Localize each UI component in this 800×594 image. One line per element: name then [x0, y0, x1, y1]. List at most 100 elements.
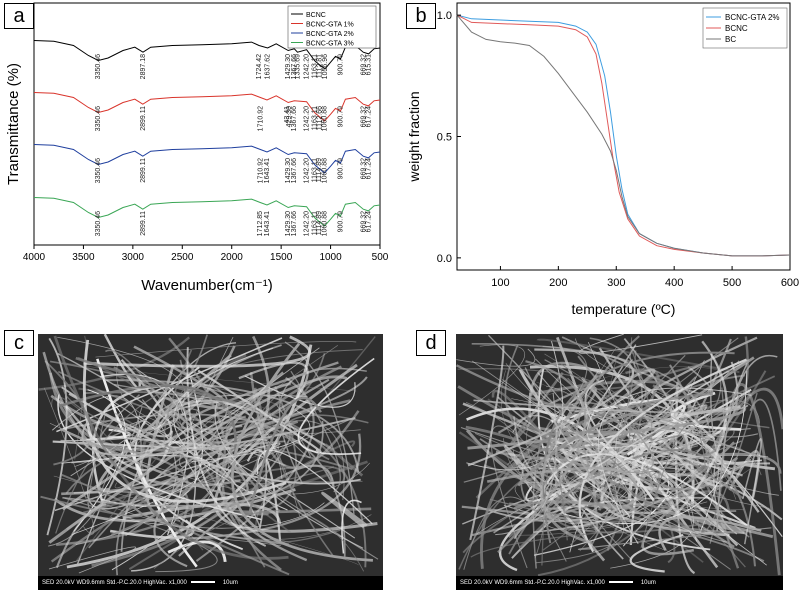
peak-label: 615.31: [366, 54, 373, 76]
sem-fiber: [542, 351, 735, 544]
sem-fiber: [471, 505, 581, 537]
peak-label: 669.32: [360, 211, 367, 233]
y-axis-label: Transmittance (%): [5, 63, 22, 185]
sem-fiber: [257, 449, 373, 525]
sem-fiber: [244, 375, 356, 408]
peak-label: 1163.11: [311, 211, 318, 235]
sem-fiber: [569, 444, 762, 546]
peak-label: 617.24: [365, 106, 372, 128]
sem-fiber: [202, 439, 283, 509]
sem-fiber: [486, 466, 638, 488]
x-tick-label: 2000: [221, 252, 244, 263]
peak-label: 900.79: [337, 106, 344, 128]
peak-label: 669.32: [360, 54, 367, 76]
peak-label: 1114.89: [316, 158, 323, 182]
peak-label: 43.41: [284, 106, 291, 124]
sem-fiber-texture: [456, 334, 783, 576]
peak-label: 900.79: [337, 158, 344, 180]
peak-label: 1724.42: [256, 54, 263, 79]
sem-fiber: [65, 405, 174, 472]
sem-parameters: SED 20.0kV WD9.6mm Std.-P.C.20.0 HighVac…: [460, 580, 605, 586]
sem-fiber: [76, 342, 237, 565]
sem-fiber: [471, 343, 712, 437]
peak-label: 3350.46: [95, 106, 102, 131]
sem-fiber: [586, 363, 704, 444]
peak-label: 1710.92: [257, 158, 264, 183]
sem-fiber: [231, 342, 373, 562]
x-tick-label: 4000: [23, 252, 46, 263]
legend-entry: BC: [725, 35, 736, 44]
sem-fiber: [463, 496, 567, 570]
x-axis-label: Wavenumber(cm⁻¹): [141, 277, 273, 294]
peak-label: 1114.89: [316, 211, 323, 235]
sem-fiber: [163, 401, 268, 532]
series-line-bc: [456, 14, 791, 257]
sem-fiber: [57, 352, 326, 424]
peak-label: 2899.11: [140, 106, 147, 131]
series-line-bcnc-gta-2-: [456, 14, 791, 257]
sem-fiber: [297, 357, 375, 455]
sem-fiber: [95, 341, 357, 358]
sem-fiber: [697, 392, 758, 533]
x-tick-label: 1500: [270, 252, 293, 263]
peak-label: 3350.46: [95, 211, 102, 236]
peak-label: 1367.66: [291, 158, 298, 183]
sem-fiber: [469, 345, 505, 541]
sem-fiber: [187, 433, 362, 540]
plot-frame: [33, 2, 381, 246]
scale-bar-icon: [190, 581, 215, 584]
sem-fiber: [537, 370, 767, 576]
peak-label: 1637.62: [265, 54, 272, 79]
sem-fiber: [114, 383, 250, 405]
sem-fiber: [626, 406, 759, 438]
scale-bar-icon: [608, 581, 633, 584]
peak-label: 3350.46: [95, 158, 102, 183]
peak-label: 1060.88: [322, 106, 329, 131]
sem-fiber: [40, 473, 143, 518]
peak-label: 1367.66: [291, 211, 298, 236]
sem-fiber: [471, 360, 591, 444]
sem-fiber: [191, 409, 311, 463]
peak-label: 1429.30: [285, 54, 292, 79]
series-line-bcnc-gta-2-: [33, 144, 381, 174]
sem-fiber: [82, 339, 287, 503]
sem-fiber: [473, 399, 749, 414]
sem-fiber: [497, 360, 587, 554]
sem-fiber: [221, 365, 342, 571]
peak-label: 900.79: [337, 211, 344, 233]
sem-fiber: [577, 527, 772, 550]
sem-fiber: [579, 421, 625, 514]
series-line-bcnc: [33, 40, 381, 70]
series-line-bcnc: [456, 14, 791, 257]
sem-fiber: [470, 530, 622, 558]
peak-label: 1112.66: [316, 106, 323, 130]
sem-fiber: [81, 416, 356, 457]
sem-fiber: [456, 348, 536, 367]
sem-fiber: [62, 388, 202, 463]
panel-label-b: b: [406, 3, 436, 29]
x-axis-label: temperature (ºC): [572, 301, 676, 317]
peak-label: 429.30: [286, 106, 293, 128]
ftir-chart: 3350.46 2897.18 1724.42 1637.62 1429.30 1367.…: [5, 2, 389, 294]
peak-label: 2897.18: [140, 54, 147, 79]
sem-fiber: [248, 397, 322, 514]
peak-label: 1429.30: [285, 211, 292, 236]
sem-fiber: [660, 509, 774, 539]
sem-image-c: SED 20.0kV WD9.6mm Std.-P.C.20.0 HighVac…: [38, 334, 383, 590]
x-tick-label: 300: [607, 277, 625, 289]
sem-fiber: [208, 420, 345, 501]
sem-scale-label: 10um: [222, 580, 238, 586]
sem-fiber: [82, 465, 345, 514]
x-tick-label: 1000: [319, 252, 342, 263]
sem-image-d: SED 20.0kV WD9.6mm Std.-P.C.20.0 HighVac…: [456, 334, 783, 590]
sem-fiber: [246, 448, 282, 542]
sem-fiber: [165, 396, 273, 446]
sem-fiber: [489, 455, 647, 522]
x-tick-label: 500: [372, 252, 389, 263]
panel-label-d: d: [416, 330, 446, 356]
sem-fiber: [114, 412, 292, 534]
sem-fiber: [575, 335, 663, 525]
sem-fiber: [525, 378, 624, 517]
x-tick-label: 2500: [171, 252, 194, 263]
peak-label: 2899.11: [140, 158, 147, 183]
